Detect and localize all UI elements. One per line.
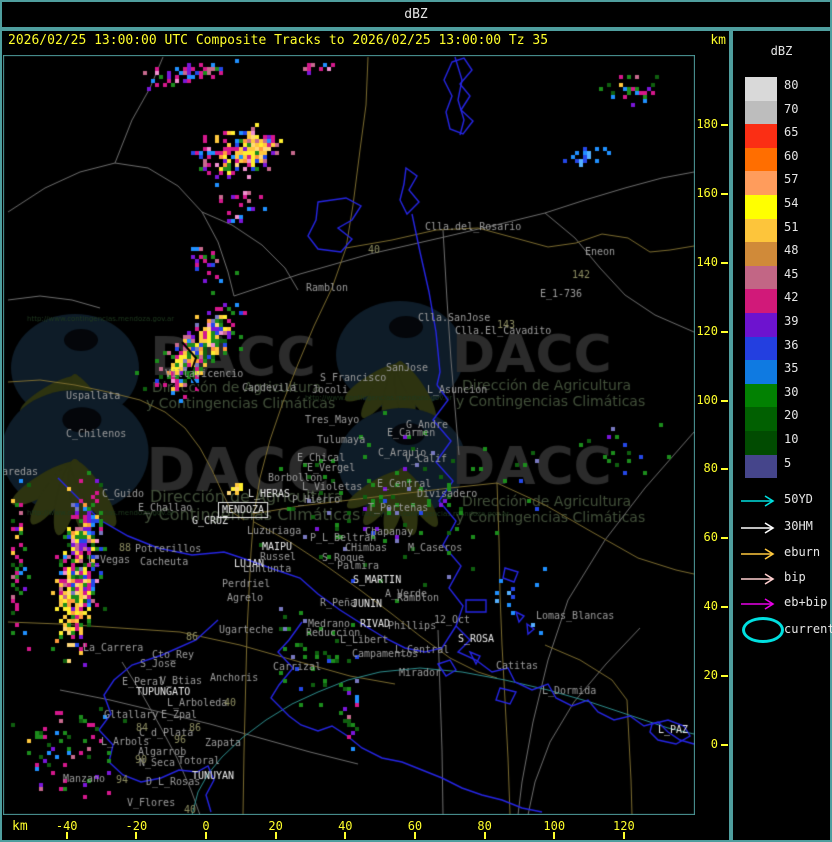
dbz-swatch [745, 454, 777, 479]
legend-arrow-label: eburn [784, 545, 821, 559]
dbz-swatch [745, 242, 777, 266]
dbz-swatch-label: 5 [784, 455, 792, 470]
legend-arrow-icon [740, 596, 780, 615]
yaxis-tick-label: 20 [703, 668, 718, 683]
legend-arrow-icon [740, 571, 780, 590]
xaxis-tick-label: 80 [477, 819, 492, 833]
xaxis-tick-mark [344, 832, 347, 839]
radar-map-canvas [3, 55, 695, 815]
xaxis-tick-label: 0 [202, 819, 210, 833]
yaxis-tick-mark [721, 124, 728, 126]
dbz-swatch-label: 65 [784, 125, 799, 140]
yaxis-tick-mark [721, 261, 728, 264]
xaxis-tick-label: -40 [55, 819, 78, 833]
xaxis-tick-label: 60 [407, 819, 423, 833]
xaxis-tick-mark [135, 832, 138, 839]
dbz-swatch [745, 431, 777, 455]
dbz-swatch-label: 10 [784, 432, 799, 446]
xaxis-tick-label: -20 [125, 819, 148, 833]
legend-arrow-label: bip [784, 570, 806, 584]
yaxis-tick-mark [721, 675, 728, 678]
yaxis-tick-mark [721, 606, 728, 609]
legend-title: dBZ [770, 44, 793, 58]
xaxis-tick-label: 100 [543, 819, 566, 833]
legend-arrow-icon [740, 493, 780, 512]
xaxis-tick-label: 120 [613, 819, 635, 833]
legend-arrow-label: 50YD [784, 492, 813, 506]
dbz-swatch-label: 39 [784, 314, 799, 328]
title-bar-text: dBZ [404, 7, 428, 22]
legend-arrow-label: 30HM [784, 519, 813, 533]
dbz-swatch-label: 80 [784, 78, 799, 92]
yaxis-tick-mark [721, 399, 728, 402]
yaxis-tick-mark [721, 537, 728, 540]
current-cell-ellipse-icon [742, 617, 784, 643]
xaxis-tick-label: 20 [268, 819, 283, 833]
yaxis-tick-label: 180 [696, 117, 718, 131]
yaxis-tick-label: 160 [696, 185, 718, 200]
dbz-swatch [745, 336, 777, 361]
legend-arrow-icon [740, 520, 780, 539]
yaxis-tick-label: 0 [710, 737, 718, 751]
dbz-swatch-label: 45 [784, 266, 799, 281]
dbz-swatch-label: 36 [784, 337, 799, 352]
xaxis-tick-mark [65, 832, 68, 839]
dbz-swatch [745, 313, 777, 337]
header-timestamp: 2026/02/25 13:00:00 UTC Composite Tracks… [8, 33, 549, 48]
dbz-swatch [745, 265, 777, 290]
yaxis-tick-label: 40 [703, 599, 718, 614]
legend-arrow-icon [740, 546, 780, 565]
dbz-swatch-label: 57 [784, 172, 799, 187]
dbz-swatch-label: 42 [784, 290, 799, 305]
yaxis-tick-label: 120 [696, 323, 718, 338]
dbz-swatch [745, 218, 777, 243]
yaxis-tick-label: 140 [696, 254, 718, 269]
xaxis-tick-mark [205, 832, 207, 839]
dbz-swatch-label: 51 [784, 219, 799, 234]
dbz-swatch-label: 35 [784, 361, 799, 376]
dbz-swatch [745, 195, 777, 219]
xaxis-unit-label: km [12, 819, 28, 834]
dbz-swatch-label: 30 [784, 384, 799, 399]
yaxis-tick-label: 100 [696, 392, 718, 407]
title-bar: dBZ [0, 0, 832, 29]
yaxis-tick-mark [721, 330, 728, 333]
dbz-swatch [745, 383, 777, 408]
xaxis-tick-mark [553, 832, 556, 839]
dbz-swatch [745, 407, 777, 431]
xaxis-tick-label: 40 [338, 819, 353, 833]
yaxis-tick-label: 60 [703, 530, 718, 545]
yaxis-tick-label: 80 [703, 461, 718, 476]
xaxis-tick-mark [274, 832, 277, 839]
xaxis-tick-mark [622, 832, 625, 839]
yaxis-unit-label: km [710, 33, 726, 48]
dbz-swatch [745, 77, 777, 101]
dbz-swatch-label: 70 [784, 101, 799, 116]
dbz-swatch-label: 20 [784, 408, 799, 423]
dbz-swatch [745, 360, 777, 384]
xaxis-tick-mark [413, 832, 416, 839]
yaxis-tick-mark [721, 468, 728, 471]
dbz-swatch [745, 171, 777, 195]
dbz-swatch [745, 289, 777, 313]
dbz-swatch-label: 60 [784, 148, 799, 163]
dbz-swatch [745, 147, 777, 172]
dbz-swatch-label: 54 [784, 196, 799, 210]
yaxis-tick-mark [721, 744, 728, 746]
dbz-swatch [745, 124, 777, 148]
dbz-swatch-label: 48 [784, 243, 799, 258]
yaxis-tick-mark [721, 192, 728, 195]
xaxis-tick-mark [483, 832, 486, 839]
legend-arrow-label: eb+bip [784, 595, 828, 609]
current-label: current [784, 622, 832, 636]
dbz-swatch [745, 100, 777, 125]
